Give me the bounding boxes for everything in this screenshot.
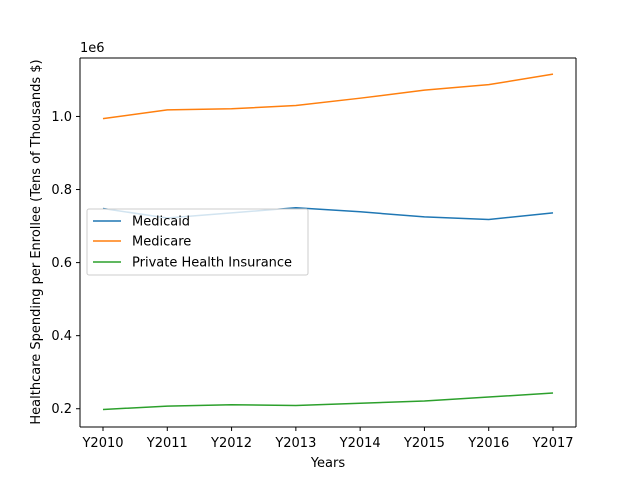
legend-label-medicare: Medicare [132,235,191,250]
y-tick-label-4: 1.0 [51,110,72,125]
ticks-layer: Y2010 Y2011 Y2012 Y2013 Y2014 Y2015 Y2016 Y2017… [51,110,573,451]
y-axis-label: Healthcare Spending per Enrollee (Tens o… [29,59,44,424]
y-tick-label-0: 0.2 [51,402,72,417]
series-line-private-health-insurance [102,392,554,411]
legend-label-medicaid: Medicaid [132,215,190,230]
legend-box [86,208,309,276]
y-offset-text: 1e6 [80,41,105,56]
x-tick-label-y2016: Y2016 [467,436,509,451]
legend-label-private-health-insurance: Private Health Insurance [132,256,292,271]
x-axis-label: Years [310,456,346,471]
x-tick-label-y2015: Y2015 [403,436,445,451]
x-tick-label-y2010: Y2010 [81,436,123,451]
y-tick-label-2: 0.6 [51,256,72,271]
x-tick-label-y2017: Y2017 [531,436,573,451]
y-tick-label-3: 0.8 [51,183,72,198]
x-tick-label-y2012: Y2012 [210,436,252,451]
series-line-medicare [102,73,554,120]
axes-layer [79,57,577,428]
x-tick-label-y2014: Y2014 [339,436,381,451]
y-tick-label-1: 0.4 [51,329,72,344]
x-tick-label-y2011: Y2011 [146,436,188,451]
legend: Medicaid Medicare Private Health Insuran… [86,208,309,276]
x-tick-label-y2013: Y2013 [274,436,316,451]
